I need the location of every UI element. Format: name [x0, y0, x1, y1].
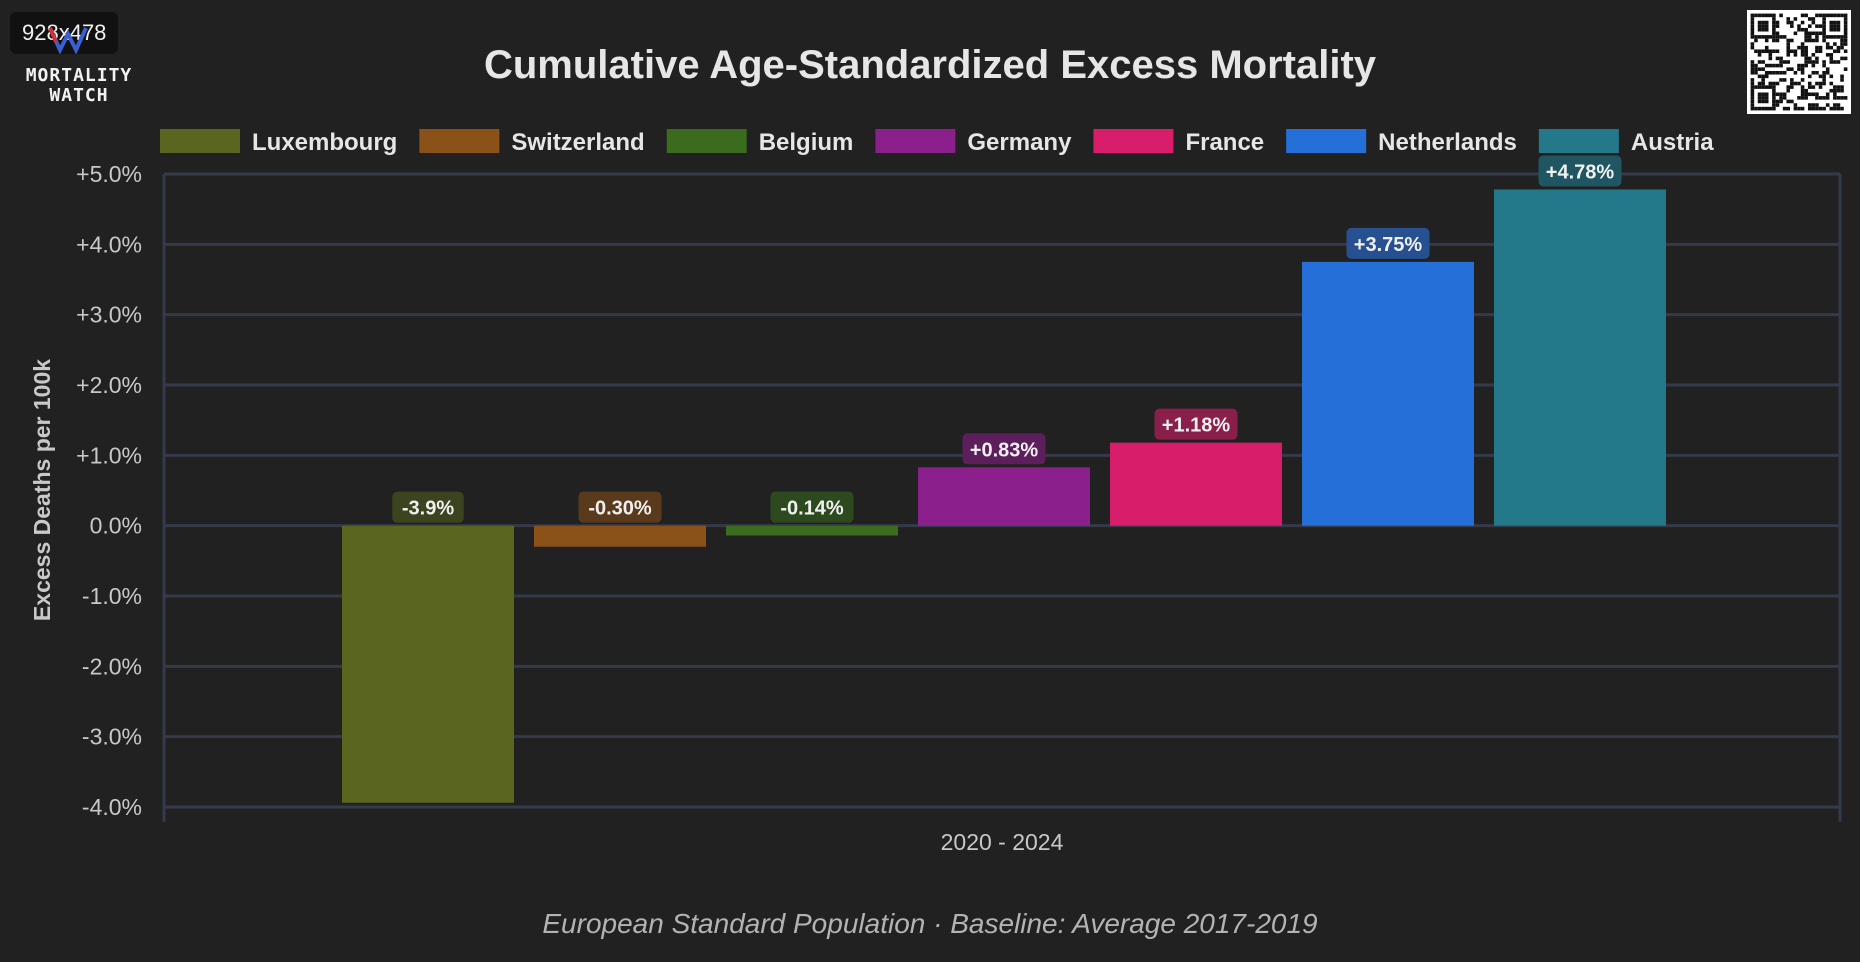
y-tick-label: +5.0% [76, 161, 142, 187]
svg-text:-0.14%: -0.14% [780, 498, 844, 520]
data-label: -0.30% [578, 491, 662, 523]
legend-label: Belgium [759, 129, 854, 156]
legend-item-switzerland[interactable]: Switzerland [419, 129, 645, 156]
mortality-watch-logo: MORTALITY WATCH [18, 27, 140, 106]
bar-france [1110, 442, 1282, 526]
legend-label: Switzerland [511, 129, 644, 156]
bar-netherlands [1302, 261, 1474, 526]
chart-title: Cumulative Age-Standardized Excess Morta… [484, 43, 1377, 87]
y-tick-label: 0.0% [90, 513, 142, 539]
svg-text:+3.75%: +3.75% [1354, 234, 1423, 256]
y-tick-label: +3.0% [76, 302, 142, 328]
bar-austria [1494, 189, 1666, 526]
data-label: -0.14% [770, 491, 854, 523]
legend: Luxembourg Switzerland Belgium Germany Franc… [160, 129, 1714, 156]
legend-label: France [1185, 129, 1264, 156]
legend-swatch [419, 129, 500, 153]
legend-label: Netherlands [1378, 129, 1517, 156]
svg-text:+0.83%: +0.83% [970, 439, 1039, 461]
legend-swatch [666, 129, 747, 153]
legend-item-germany[interactable]: Germany [875, 129, 1072, 156]
data-labels: -3.9% -0.30% -0.14% +0.83% +1.18% +3.75% +4.78… [392, 155, 1622, 523]
y-tick-label: +1.0% [76, 442, 142, 468]
bar-switzerland [534, 525, 706, 547]
legend-swatch [160, 129, 240, 153]
svg-text:+4.78%: +4.78% [1546, 161, 1615, 183]
bars [342, 189, 1666, 803]
legend-swatch [875, 129, 956, 153]
logo-line-2: WATCH [49, 85, 109, 106]
image-size-badge: 928x478 [10, 12, 119, 54]
legend-item-austria[interactable]: Austria [1538, 129, 1714, 156]
y-axis-label: Excess Deaths per 100k [29, 359, 55, 621]
legend-label: Austria [1631, 129, 1714, 156]
legend-item-netherlands[interactable]: Netherlands [1286, 129, 1517, 156]
y-tick-label: +2.0% [76, 372, 142, 398]
bar-germany [918, 467, 1090, 526]
legend-swatch [1093, 129, 1174, 153]
data-label: +0.83% [962, 433, 1046, 465]
qr-code-icon [1747, 10, 1851, 114]
data-label: +3.75% [1346, 227, 1430, 259]
legend-swatch [1538, 129, 1619, 153]
data-label: -3.9% [392, 491, 464, 523]
chart-subtitle: European Standard Population · Baseline:… [542, 908, 1318, 939]
y-tick-label: -4.0% [82, 794, 142, 820]
data-label: +4.78% [1538, 155, 1622, 187]
legend-label: Germany [967, 129, 1072, 156]
x-tick-label: 2020 - 2024 [941, 829, 1064, 855]
mortality-watch-logo-icon [48, 27, 88, 54]
legend-item-luxembourg[interactable]: Luxembourg [160, 129, 397, 156]
logo-line-1: MORTALITY [25, 65, 133, 86]
svg-text:-0.30%: -0.30% [588, 498, 652, 520]
data-label: +1.18% [1154, 408, 1238, 440]
svg-text:+1.18%: +1.18% [1162, 415, 1231, 437]
y-tick-label: -3.0% [82, 724, 142, 750]
bar-belgium [726, 525, 898, 536]
legend-item-france[interactable]: France [1093, 129, 1264, 156]
y-axis: +5.0% +4.0% +3.0% +2.0% +1.0% 0.0% -1.0% -2.0% -… [76, 161, 142, 820]
bar-luxembourg [342, 525, 514, 803]
legend-item-belgium[interactable]: Belgium [666, 129, 854, 156]
y-tick-label: -1.0% [82, 583, 142, 609]
y-tick-label: -2.0% [82, 653, 142, 679]
svg-text:-3.9%: -3.9% [402, 498, 454, 520]
y-tick-label: +4.0% [76, 231, 142, 257]
legend-swatch [1286, 129, 1367, 153]
legend-label: Luxembourg [252, 129, 397, 156]
